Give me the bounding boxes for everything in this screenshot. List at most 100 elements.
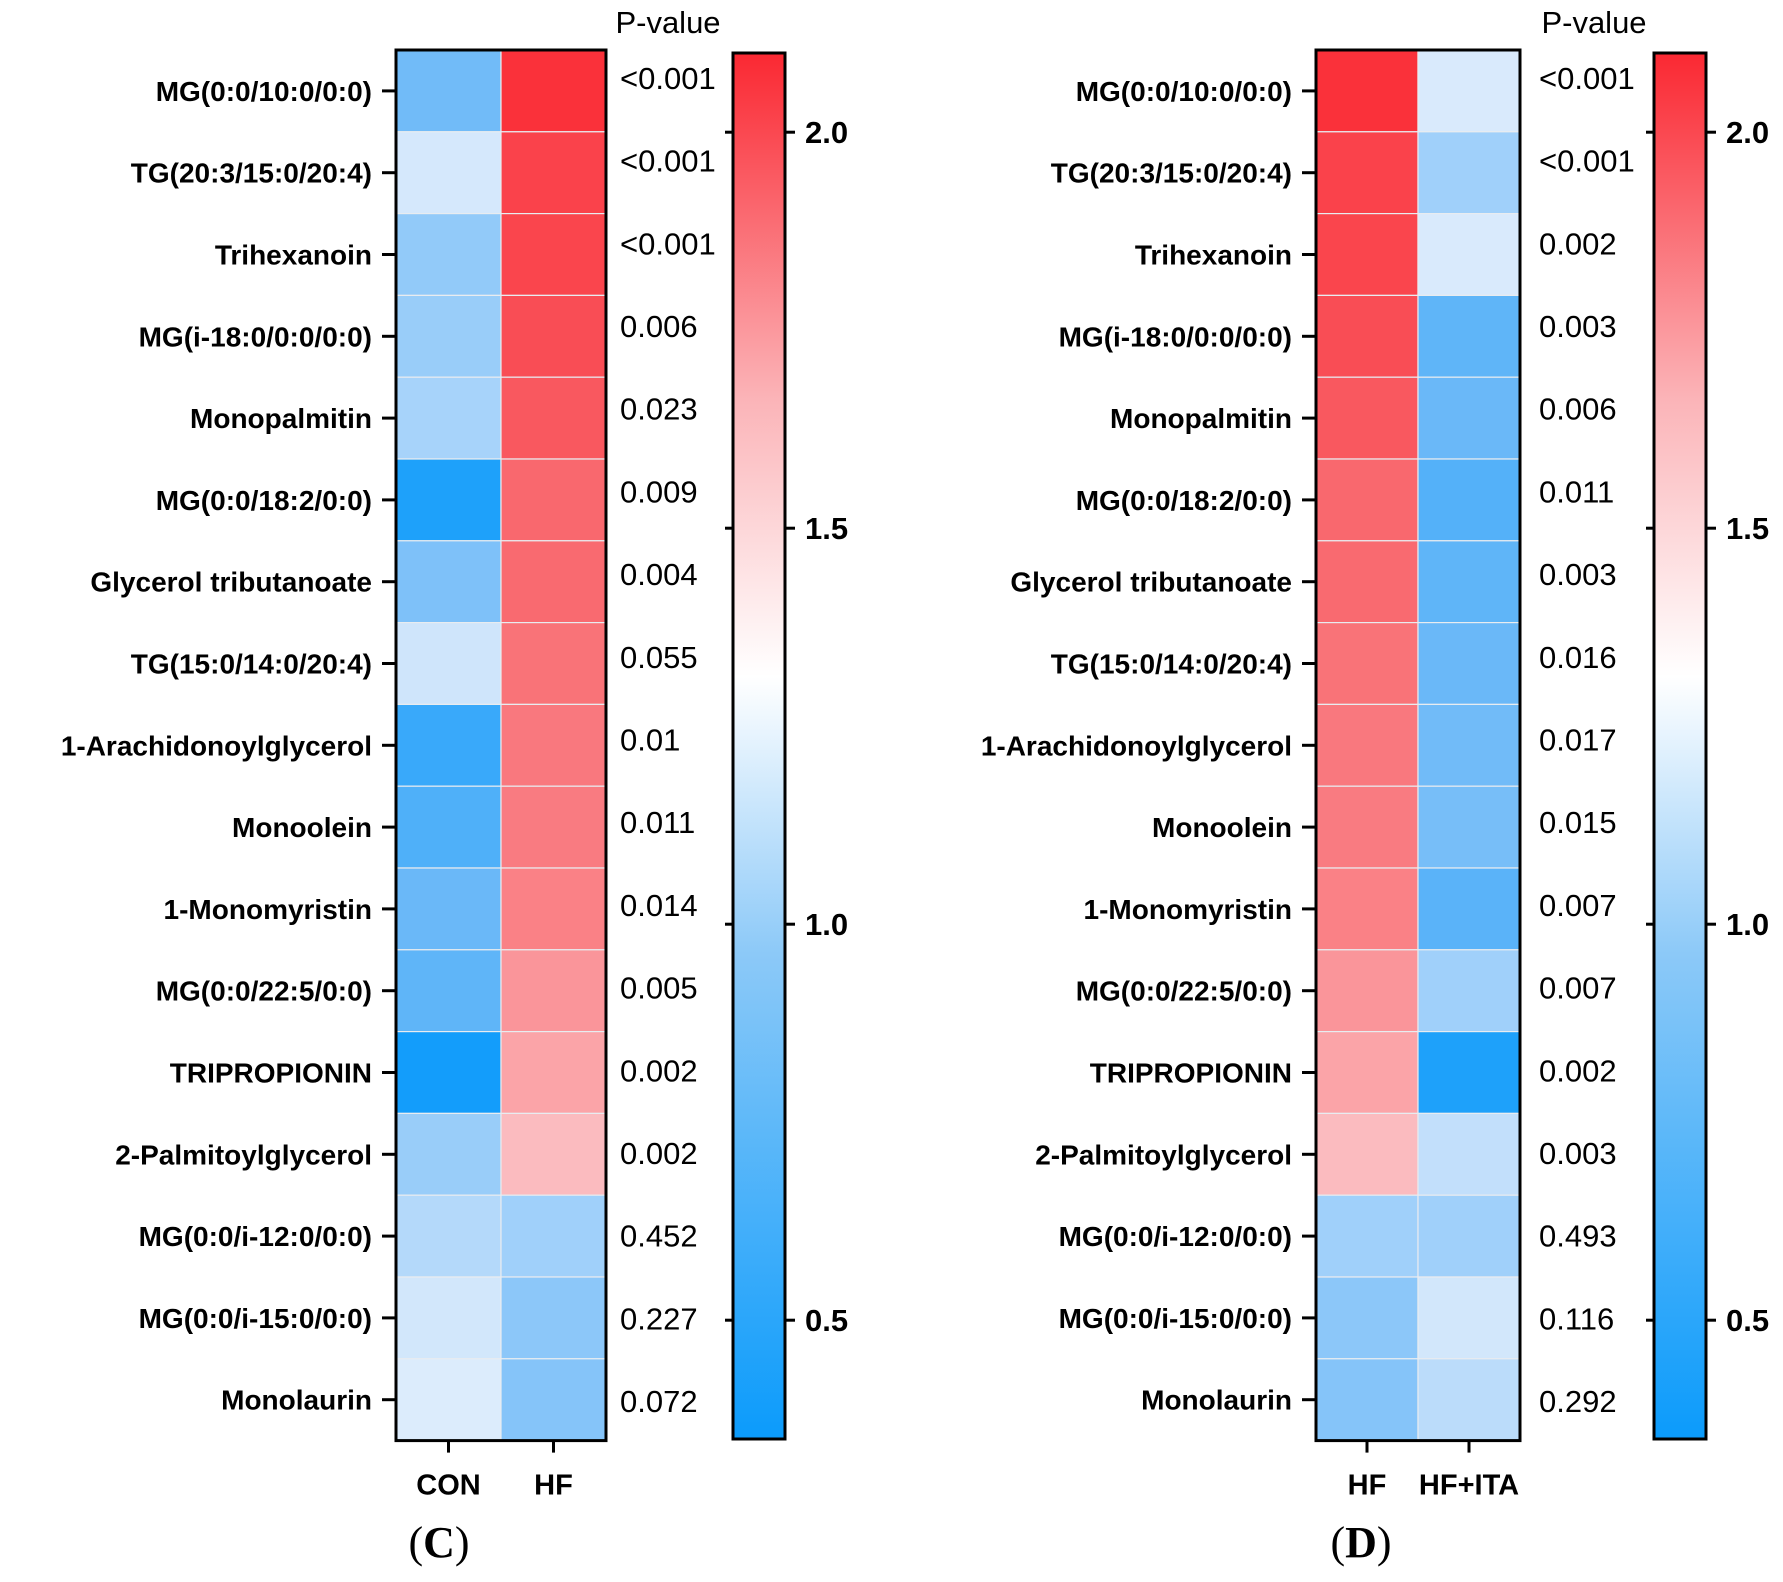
colorbar-tick-label: 2.0 (805, 115, 848, 150)
heatmap-cell (395, 1276, 502, 1360)
row-label: Monolaurin (1141, 1385, 1292, 1416)
p-value: 0.015 (1539, 805, 1617, 840)
colorbar-tick-label: 1.0 (805, 907, 848, 942)
p-value: 0.003 (1539, 557, 1617, 592)
p-value: 0.002 (620, 1136, 698, 1171)
row-label: Monopalmitin (190, 403, 372, 434)
p-value: <0.001 (1539, 144, 1635, 179)
colorbar (731, 51, 787, 1441)
heatmap-cell (1417, 1358, 1521, 1442)
heatmap-cell (500, 213, 607, 297)
row-label: MG(0:0/i-15:0/0:0) (139, 1303, 372, 1334)
panel-label-c: (C) (408, 1518, 469, 1567)
heatmap-cell (500, 540, 607, 624)
heatmap-cell (1315, 785, 1419, 869)
p-value: 0.016 (1539, 640, 1617, 675)
p-value: 0.011 (1539, 474, 1614, 509)
colorbar-tick-label: 1.5 (805, 511, 848, 546)
heatmap-c-p-values: <0.001 <0.001 <0.001 0.006 0.023 0.009 0.004 0.… (620, 61, 716, 1419)
p-value: 0.009 (620, 474, 698, 509)
p-value-title-d: P-value (1541, 5, 1646, 40)
row-label: MG(0:0/i-12:0/0:0) (1059, 1221, 1292, 1252)
heatmap-panel-d: MG(0:0/10:0/0:0) TG(20:3/15:0/20:4) Trihex… (981, 5, 1769, 1567)
heatmap-cell (395, 458, 502, 542)
p-value: 0.014 (620, 888, 698, 923)
p-value: 0.002 (1539, 1053, 1617, 1088)
p-value: 0.006 (620, 309, 698, 344)
p-value: <0.001 (620, 144, 716, 179)
heatmap-panel-c: MG(0:0/10:0/0:0) TG(20:3/15:0/20:4) Trihex… (61, 5, 848, 1567)
row-label: TG(20:3/15:0/20:4) (1051, 158, 1292, 189)
heatmap-cell (1315, 376, 1419, 460)
heatmap-cell (500, 785, 607, 869)
heatmap-cell (1417, 703, 1521, 787)
row-label: 2-Palmitoylglycerol (115, 1139, 372, 1170)
column-label: HF (1348, 1470, 1387, 1502)
p-value: 0.227 (620, 1301, 698, 1336)
row-label: MG(i-18:0/0:0/0:0) (1059, 321, 1292, 352)
colorbar (1652, 51, 1708, 1441)
row-label: Trihexanoin (1135, 240, 1292, 271)
row-label: MG(i-18:0/0:0/0:0) (139, 321, 372, 352)
heatmap-cell (1315, 458, 1419, 542)
heatmap-cell (1417, 785, 1521, 869)
heatmap-cell (500, 1194, 607, 1278)
row-label: Glycerol tributanoate (90, 567, 372, 598)
row-label: 1-Arachidonoylglycerol (981, 730, 1292, 761)
heatmap-cell (500, 949, 607, 1033)
p-value-title-c: P-value (615, 5, 720, 40)
p-value: 0.005 (620, 971, 698, 1006)
heatmap-cell (500, 1276, 607, 1360)
heatmap-cell (1417, 1112, 1521, 1196)
heatmap-cell (395, 49, 502, 133)
heatmap-cell (500, 131, 607, 215)
heatmap-cell (1417, 376, 1521, 460)
p-value: 0.011 (620, 805, 695, 840)
row-label: TG(20:3/15:0/20:4) (131, 158, 372, 189)
heatmap-d-colorbar: 0.5 1.0 1.5 2.0 (1646, 51, 1769, 1441)
heatmap-cell (1417, 867, 1521, 951)
heatmap-cell (1315, 1112, 1419, 1196)
row-label: MG(0:0/i-15:0/0:0) (1059, 1303, 1292, 1334)
row-label: MG(0:0/22:5/0:0) (1076, 976, 1292, 1007)
heatmap-cell (500, 621, 607, 705)
column-label: HF (534, 1470, 573, 1502)
heatmap-d-column-labels: HF HF+ITA (1348, 1440, 1519, 1502)
heatmap-cell (500, 49, 607, 133)
heatmap-cell (500, 1358, 607, 1442)
heatmap-cell (500, 1030, 607, 1114)
row-label: TRIPROPIONIN (1090, 1058, 1292, 1089)
p-value: <0.001 (620, 226, 716, 261)
colorbar-tick-label: 1.0 (1726, 907, 1769, 942)
row-label: Monoolein (232, 812, 372, 843)
heatmap-cell (1417, 213, 1521, 297)
p-value: 0.493 (1539, 1219, 1617, 1254)
row-label: MG(0:0/18:2/0:0) (156, 485, 372, 516)
heatmap-cell (395, 703, 502, 787)
row-label: Monoolein (1152, 812, 1292, 843)
heatmap-cell (1417, 1194, 1521, 1278)
row-label: TG(15:0/14:0/20:4) (131, 649, 372, 680)
row-label: MG(0:0/22:5/0:0) (156, 976, 372, 1007)
heatmap-cell (395, 213, 502, 297)
heatmap-cell (1417, 621, 1521, 705)
row-label: Glycerol tributanoate (1010, 567, 1292, 598)
row-label: Monolaurin (221, 1385, 372, 1416)
row-label: Monopalmitin (1110, 403, 1292, 434)
heatmap-cell (500, 867, 607, 951)
panel-letter-c: C (423, 1518, 455, 1567)
heatmap-cell (1315, 703, 1419, 787)
row-label: TG(15:0/14:0/20:4) (1051, 649, 1292, 680)
heatmap-cell (1417, 294, 1521, 378)
heatmap-d-p-values: <0.001 <0.001 0.002 0.003 0.006 0.011 0.003 0.0… (1539, 61, 1635, 1419)
heatmap-cell (395, 867, 502, 951)
heatmap-d-row-labels: MG(0:0/10:0/0:0) TG(20:3/15:0/20:4) Trihex… (981, 76, 1316, 1416)
panel-letter-d: D (1345, 1518, 1377, 1567)
row-label: MG(0:0/i-12:0/0:0) (139, 1221, 372, 1252)
heatmap-c-colorbar: 0.5 1.0 1.5 2.0 (725, 51, 848, 1441)
row-label: 1-Arachidonoylglycerol (61, 730, 372, 761)
heatmap-cell (395, 1112, 502, 1196)
p-value: 0.072 (620, 1384, 698, 1419)
row-label: TRIPROPIONIN (170, 1058, 372, 1089)
